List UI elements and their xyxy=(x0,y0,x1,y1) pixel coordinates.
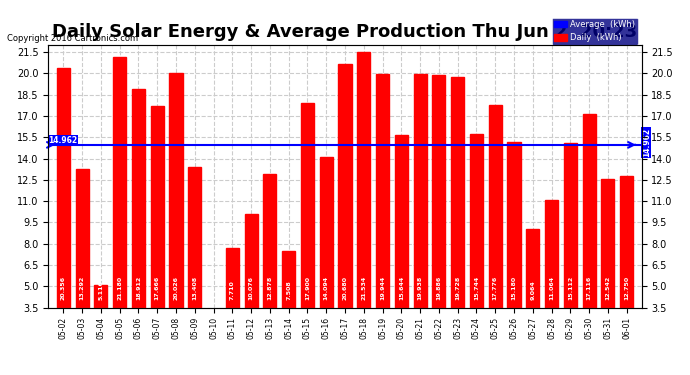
Legend: Average  (kWh), Daily  (kWh): Average (kWh), Daily (kWh) xyxy=(552,18,638,45)
Bar xyxy=(526,228,540,357)
Text: 13.292: 13.292 xyxy=(79,276,85,300)
Text: 10.076: 10.076 xyxy=(248,276,254,300)
Text: 12.750: 12.750 xyxy=(624,276,629,300)
Text: 20.680: 20.680 xyxy=(342,276,348,300)
Bar xyxy=(470,134,483,357)
Text: 9.064: 9.064 xyxy=(531,280,535,300)
Bar xyxy=(507,142,520,357)
Bar xyxy=(395,135,408,357)
Bar xyxy=(545,200,558,357)
Text: 15.180: 15.180 xyxy=(511,276,517,300)
Text: 15.112: 15.112 xyxy=(568,276,573,300)
Text: 19.938: 19.938 xyxy=(417,276,422,300)
Bar xyxy=(376,74,389,357)
Text: 17.116: 17.116 xyxy=(586,276,591,300)
Bar xyxy=(582,114,595,357)
Title: Daily Solar Energy & Average Production Thu Jun 2  20:23: Daily Solar Energy & Average Production … xyxy=(52,22,638,40)
Text: 5.116: 5.116 xyxy=(99,280,103,300)
Text: 15.744: 15.744 xyxy=(474,276,479,300)
Text: 17.666: 17.666 xyxy=(155,276,159,300)
Bar xyxy=(188,167,201,357)
Text: 11.064: 11.064 xyxy=(549,276,554,300)
Text: 14.962: 14.962 xyxy=(48,136,77,145)
Bar xyxy=(75,168,89,357)
Text: 15.644: 15.644 xyxy=(399,276,404,300)
Text: 19.886: 19.886 xyxy=(436,276,442,300)
Bar xyxy=(244,214,257,357)
Text: 7.710: 7.710 xyxy=(230,280,235,300)
Bar xyxy=(113,57,126,357)
Bar xyxy=(489,105,502,357)
Text: 21.180: 21.180 xyxy=(117,276,122,300)
Bar xyxy=(433,75,446,357)
Text: 19.728: 19.728 xyxy=(455,276,460,300)
Text: 7.508: 7.508 xyxy=(286,280,291,300)
Bar xyxy=(338,64,352,357)
Text: 14.094: 14.094 xyxy=(324,276,328,300)
Bar xyxy=(170,73,183,357)
Bar xyxy=(413,74,426,357)
Bar xyxy=(150,106,164,357)
Bar xyxy=(319,157,333,357)
Text: 0.000: 0.000 xyxy=(211,281,216,300)
Bar xyxy=(357,52,371,357)
Text: 17.900: 17.900 xyxy=(305,276,310,300)
Text: 20.026: 20.026 xyxy=(173,276,179,300)
Text: 20.356: 20.356 xyxy=(61,276,66,300)
Text: 14.962: 14.962 xyxy=(642,128,651,157)
Bar xyxy=(132,89,145,357)
Bar xyxy=(226,248,239,357)
Text: 18.912: 18.912 xyxy=(136,276,141,300)
Text: 13.408: 13.408 xyxy=(193,276,197,300)
Text: 17.776: 17.776 xyxy=(493,276,497,300)
Bar xyxy=(620,176,633,357)
Bar xyxy=(95,285,108,357)
Bar xyxy=(451,77,464,357)
Text: Copyright 2016 Cartronics.com: Copyright 2016 Cartronics.com xyxy=(7,34,138,43)
Bar xyxy=(264,174,277,357)
Text: 12.542: 12.542 xyxy=(605,276,611,300)
Bar xyxy=(282,251,295,357)
Bar xyxy=(57,68,70,357)
Text: 21.534: 21.534 xyxy=(362,276,366,300)
Text: 12.878: 12.878 xyxy=(268,276,273,300)
Text: 19.944: 19.944 xyxy=(380,276,385,300)
Bar xyxy=(301,103,314,357)
Bar xyxy=(601,179,615,357)
Bar xyxy=(564,143,577,357)
